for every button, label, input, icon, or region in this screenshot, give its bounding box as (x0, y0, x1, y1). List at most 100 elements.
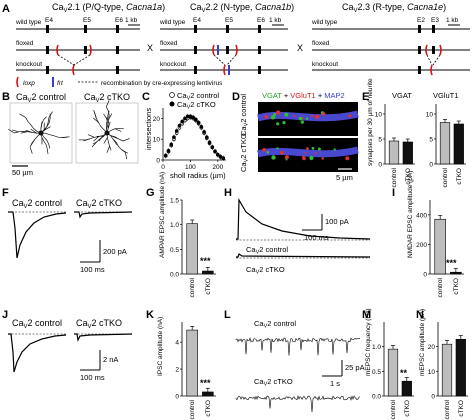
neurite (106, 132, 112, 151)
recomb-line (73, 54, 91, 66)
bar-cTKO (202, 391, 214, 397)
neurite-branch (93, 136, 100, 142)
y-tick-label: 0.5 (372, 369, 381, 376)
data-point-ctko (213, 149, 217, 154)
neurite (25, 117, 42, 134)
row-label-floxed: floxed (160, 40, 178, 47)
synapse-punctum (345, 156, 350, 161)
trace-ampar-control (8, 211, 67, 259)
data-point-ctko (194, 117, 198, 122)
trace-label-h-ctko: CaV2 cTKO (246, 265, 285, 276)
scale-label-j-x: 100 ms (80, 373, 105, 382)
synapse-punctum (284, 112, 289, 117)
data-point-ctko (207, 140, 212, 145)
scale-label-j-y: 2 nA (103, 355, 118, 364)
y-tick-label: 0.0 (372, 394, 381, 401)
category-label: control (442, 167, 449, 187)
synapse-punctum (272, 113, 277, 117)
neurite-branch (8, 129, 15, 134)
category-label: cTKO (453, 278, 460, 295)
bar-cTKO (450, 271, 462, 275)
category-label: control (189, 399, 196, 419)
panel-letter-m: M (362, 309, 371, 321)
synapse-punctum (311, 114, 314, 118)
neurite (105, 106, 110, 134)
recomb-line (426, 54, 433, 66)
neurite-branch (19, 113, 26, 118)
neurite-branch (105, 117, 109, 125)
scale-1kb: 1 kb (125, 17, 138, 24)
title-e-vgat: VGAT (392, 91, 412, 100)
category-label: control (444, 399, 451, 419)
row-label-wildtype: wild type (15, 19, 42, 26)
synapse-punctum (322, 112, 326, 116)
exon-label: E4 (193, 17, 201, 24)
neurite-branch (107, 121, 111, 129)
neurite-branch (29, 146, 33, 154)
y-tick-label: 0 (175, 394, 179, 401)
neurite-branch (103, 137, 108, 144)
neurite (106, 110, 110, 134)
synapse-punctum (348, 114, 352, 118)
trace-mepsc-control (235, 337, 361, 356)
neurite-branch (48, 111, 53, 118)
neuron-drawing-ctko (78, 100, 130, 160)
data-point-ctko (210, 145, 215, 149)
bar-cTKO (455, 338, 466, 397)
exons-cav21 (46, 25, 119, 74)
chart-m: 0.0 0.5 1.0 control cTKO ** (372, 322, 414, 420)
data-point-ctko (183, 116, 187, 121)
legend-marker-ctko (169, 101, 175, 107)
dendrite-images (257, 110, 359, 161)
gene-title-cav22: CaV2.2 (N-type, Cacna1b) (190, 2, 294, 14)
synapse-punctum (311, 146, 315, 150)
synapse-punctum (276, 147, 279, 150)
neurite (106, 127, 124, 134)
synapse-punctum (321, 157, 325, 160)
panel-letter-i: I (392, 187, 395, 199)
bar-control (441, 343, 453, 397)
ylabel-n: mEPSC amplitude (pA) (419, 309, 426, 376)
frt-legend-icon (52, 77, 54, 87)
chart-i: 0 200 400 control cTKO *** (416, 200, 464, 298)
panel-letter-c: C (142, 91, 150, 103)
category-label: control (390, 399, 397, 419)
y-tick-label: 0.0 (170, 272, 179, 279)
exon-label: E4 (45, 17, 53, 24)
loxp-sites-cav23 (425, 44, 442, 76)
y-tick-label: 1.0 (170, 222, 179, 229)
panel-letter-f: F (2, 187, 9, 199)
trace-ampar-ctko (74, 211, 133, 219)
y-tick-label: 4 (175, 340, 179, 347)
neurite-branch (44, 126, 51, 131)
synapse-punctum (262, 148, 267, 152)
neurite (29, 132, 42, 148)
synapse-punctum (276, 122, 280, 126)
synapse-punctum (314, 152, 317, 155)
neurite (40, 132, 51, 149)
loxp-frt-cav22 (212, 44, 238, 76)
synapse-punctum (293, 115, 296, 118)
ylabel-m: mEPSC frequency (Hz) (365, 308, 372, 376)
trace-label-l-ctko: CaV2 cTKO (254, 377, 293, 388)
trace-ipsc-control (8, 333, 67, 373)
y-tick-label: 0 (429, 162, 433, 169)
data-point-ctko (202, 130, 206, 134)
y-tick-label: 400 (416, 212, 427, 219)
trace-label-h-control: CaV2 control (246, 245, 288, 256)
synapse-punctum (305, 117, 309, 120)
y-tick-label: 10 (375, 112, 383, 119)
y-tick-label: 0 (431, 394, 435, 401)
neurite (40, 116, 47, 134)
cross-symbol: X (297, 43, 303, 53)
y-tick-label: 10 (153, 137, 161, 144)
scale-1kb: 1 kb (446, 17, 459, 24)
y-tick-label: 0.5 (170, 247, 179, 254)
legend-c-control: CaV2 control (177, 91, 219, 102)
category-label: cTKO (205, 278, 212, 295)
data-point-ctko (163, 153, 168, 158)
category-label: cTKO (405, 168, 412, 185)
scale-label-f-x: 100 ms (80, 265, 105, 274)
bar-cTKO (202, 270, 214, 275)
data-point-ctko (199, 124, 204, 129)
